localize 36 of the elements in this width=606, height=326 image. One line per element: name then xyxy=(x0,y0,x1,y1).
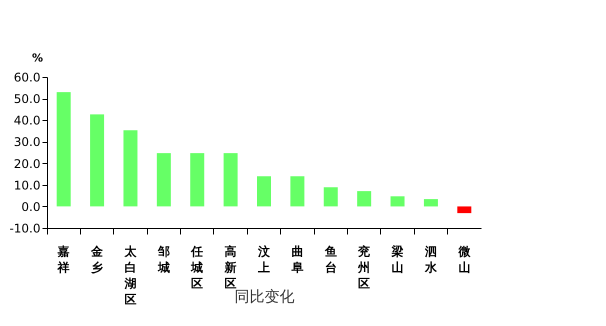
x-tick-label: 嘉祥 xyxy=(56,244,70,274)
x-tick-label: 高新区 xyxy=(224,244,237,290)
x-axis-title: 同比变化 xyxy=(234,288,294,306)
y-tick-label: 50.0 xyxy=(14,92,40,106)
y-tick-label: 10.0 xyxy=(14,178,40,192)
bar xyxy=(90,114,104,206)
bar xyxy=(56,92,71,206)
bar xyxy=(324,187,338,206)
y-tick-label: 60.0 xyxy=(14,70,40,84)
x-tick-label: 梁山 xyxy=(390,244,404,274)
bar xyxy=(424,199,438,206)
y-tick-label: 30.0 xyxy=(14,135,40,150)
y-tick-label: 40.0 xyxy=(14,114,40,128)
bar xyxy=(190,153,204,206)
bar xyxy=(156,153,171,206)
bar xyxy=(390,196,405,206)
x-tick-label: 鱼台 xyxy=(324,244,337,274)
x-tick-label: 曲阜 xyxy=(290,244,304,274)
y-tick-label: 20.0 xyxy=(14,156,40,171)
x-tick-label: 太白湖区 xyxy=(123,244,138,306)
x-tick-label: 邹城 xyxy=(156,244,170,274)
bar xyxy=(257,176,271,206)
bar xyxy=(357,191,372,206)
bar xyxy=(457,206,472,214)
bar xyxy=(224,153,238,206)
bar xyxy=(123,130,138,206)
y-tick-label: -10.0 xyxy=(9,222,40,236)
bar xyxy=(290,176,304,206)
x-tick-label: 微山 xyxy=(457,244,472,274)
y-axis-title: % xyxy=(32,52,44,64)
y-tick-label: 0.0 xyxy=(21,200,40,214)
x-tick-label: 兖州区 xyxy=(357,244,370,290)
x-tick-label: 泗水 xyxy=(424,244,438,274)
x-tick-label: 汶上 xyxy=(257,244,271,274)
x-tick-label: 任城区 xyxy=(190,244,204,290)
x-tick-label: 金乡 xyxy=(90,244,104,274)
